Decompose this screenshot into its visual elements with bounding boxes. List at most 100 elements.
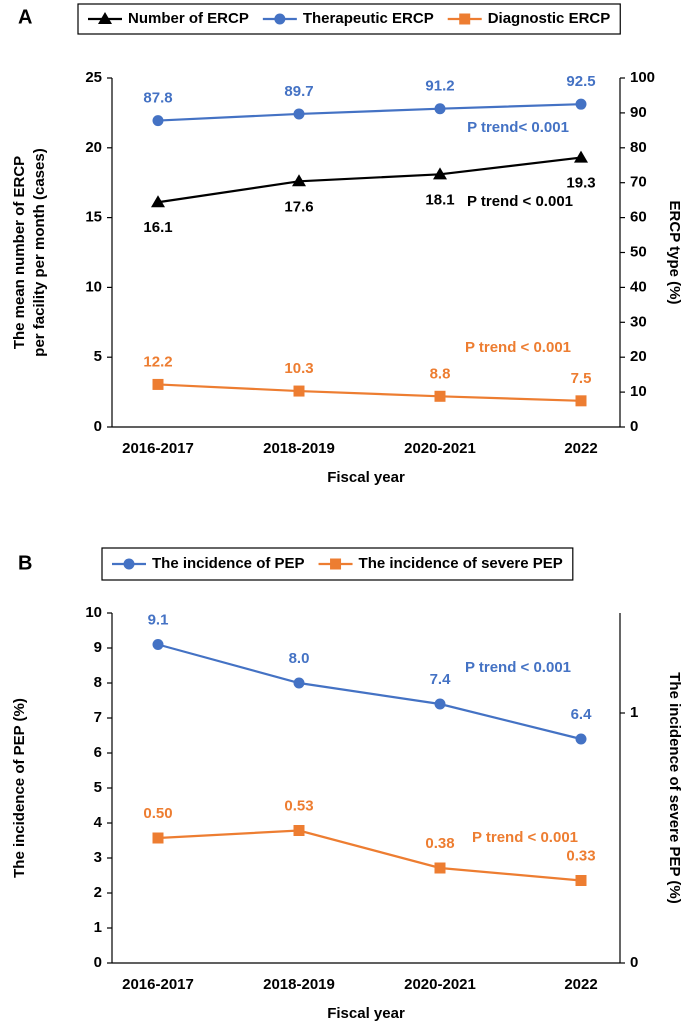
legend-marker [123,558,135,570]
data-label: 16.1 [143,219,172,236]
data-point [292,174,306,187]
x-tick-label: 2020-2021 [404,440,476,457]
y-tick-label: 20 [85,139,102,156]
y-tick-label: 5 [94,779,102,796]
y2-tick-label: 40 [630,278,647,295]
panel-label: A [18,6,32,28]
y-tick-label: 3 [94,849,102,866]
data-label: 7.4 [430,671,452,688]
data-label: 0.50 [143,805,172,822]
annotation: P trend < 0.001 [472,829,578,846]
annotation: P trend< 0.001 [467,119,569,136]
y2-tick-label: 10 [630,383,647,400]
y-tick-label: 2 [94,884,102,901]
series-line [157,829,582,882]
y2-tick-label: 0 [630,954,638,971]
annotation: P trend < 0.001 [467,193,573,210]
data-label: 8.8 [430,365,451,382]
data-point [293,677,305,689]
legend-label: The incidence of PEP [152,555,305,572]
y-axis-label: per facility per month (cases) [31,148,48,356]
x-tick-label: 2022 [564,976,597,993]
data-point [434,103,446,115]
y2-tick-label: 80 [630,139,647,156]
data-point [152,115,164,127]
y-tick-label: 6 [94,744,102,761]
annotation: P trend < 0.001 [465,659,571,676]
legend-box [77,3,621,35]
y-tick-label: 10 [85,278,102,295]
data-label: 92.5 [566,73,595,90]
data-label: 19.3 [566,175,595,192]
y2-axis-label: ERCP type (%) [666,201,683,305]
series-line [157,383,582,402]
data-point [434,698,446,710]
x-tick-label: 2016-2017 [122,976,194,993]
data-point [574,150,588,163]
y-tick-label: 7 [94,709,102,726]
x-tick-label: 2016-2017 [122,440,194,457]
series-line [157,643,582,741]
data-label: 7.5 [571,370,592,387]
data-label: 0.38 [425,835,454,852]
legend-marker [274,13,286,25]
legend-label: Therapeutic ERCP [303,10,434,27]
legend-label: The incidence of severe PEP [359,555,563,572]
data-point [575,733,587,745]
y-tick-label: 5 [94,348,102,365]
y2-tick-label: 100 [630,69,655,86]
data-label: 18.1 [425,191,454,208]
y-tick-label: 0 [94,954,102,971]
legend-label: Number of ERCP [128,10,249,27]
y2-tick-label: 1 [630,704,638,721]
data-point [575,395,587,407]
y-tick-label: 0 [94,418,102,435]
data-point [575,98,587,110]
panel-label: B [18,552,32,574]
x-tick-label: 2022 [564,440,597,457]
data-label: 8.0 [289,650,310,667]
data-label: 0.33 [566,847,595,864]
y-axis-label: The mean number of ERCP [11,156,28,349]
annotation: P trend < 0.001 [465,339,571,356]
y-tick-label: 25 [85,69,102,86]
legend: Number of ERCP Therapeutic ERCP Diagnostic… [77,3,621,35]
data-point [152,378,164,390]
y-tick-label: 4 [94,814,103,831]
y-axis-label: The incidence of PEP (%) [11,698,28,878]
data-point [434,390,446,402]
data-label: 89.7 [284,83,313,100]
y2-tick-label: 0 [630,418,638,435]
y2-axis-label: The incidence of severe PEP (%) [666,672,683,903]
y2-tick-label: 60 [630,209,647,226]
data-label: 91.2 [425,78,454,95]
data-label: 87.8 [143,90,172,107]
data-point [434,862,446,874]
y-tick-label: 9 [94,639,102,656]
x-tick-label: 2018-2019 [263,440,335,457]
x-tick-label: 2020-2021 [404,976,476,993]
x-axis-label: Fiscal year [327,1005,405,1022]
series-line [157,156,582,204]
y2-tick-label: 30 [630,313,647,330]
data-point [152,639,164,650]
data-label: 0.53 [284,797,313,814]
legend-marker [459,13,471,25]
data-label: 17.6 [284,198,313,215]
data-point [575,875,587,886]
data-label: 12.2 [143,353,172,370]
legend-marker [330,558,342,570]
data-label: 6.4 [571,706,593,723]
legend-marker [98,12,112,24]
data-point [293,825,305,836]
x-axis-label: Fiscal year [327,469,405,486]
y2-tick-label: 20 [630,348,647,365]
y-tick-label: 10 [85,604,102,621]
legend-label: Diagnostic ERCP [488,10,611,27]
series-line [157,103,582,122]
data-label: 10.3 [284,360,313,377]
y2-tick-label: 50 [630,243,647,260]
data-point [151,195,165,208]
y-tick-label: 15 [85,209,102,226]
